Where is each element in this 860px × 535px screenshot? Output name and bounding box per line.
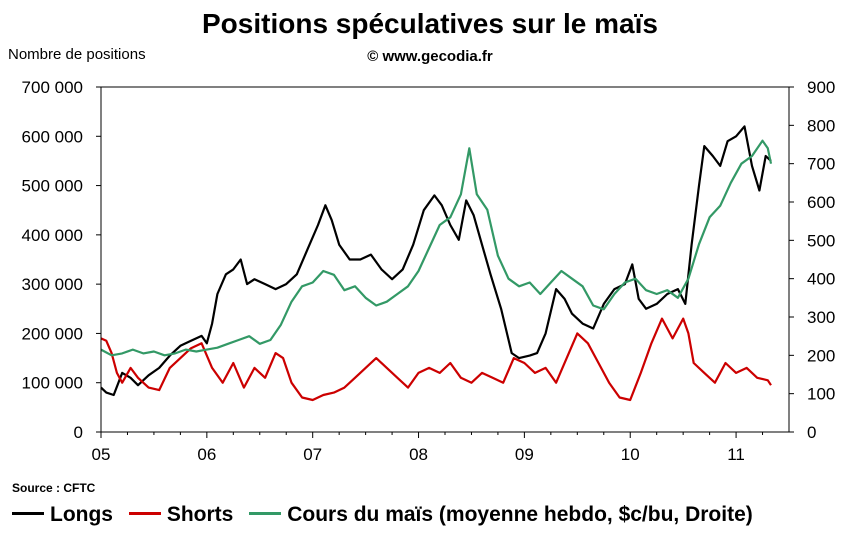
left-tick-label: 400 000 <box>22 226 83 245</box>
legend-label-price: Cours du maïs (moyenne hebdo, $c/bu, Dro… <box>287 503 753 526</box>
right-tick-label: 600 <box>807 193 835 212</box>
legend-item-shorts: Shorts <box>128 503 234 527</box>
legend-label-longs: Longs <box>50 503 113 526</box>
left-axis: 0 100 000 200 000 300 000 400 000 500 000 600 … <box>22 78 101 442</box>
x-tick-label: 05 <box>92 445 111 464</box>
source-note: Source : CFTC <box>12 481 96 495</box>
right-axis: 0 100 200 300 400 500 600 700 800 900 <box>789 78 835 442</box>
legend: Longs Shorts Cours du maïs (moyenne hebd… <box>12 503 763 529</box>
left-tick-label: 500 000 <box>22 177 83 196</box>
chart-subtitle: © www.gecodia.fr <box>367 48 493 65</box>
legend-item-longs: Longs <box>12 503 113 527</box>
right-tick-label: 200 <box>807 346 835 365</box>
right-tick-label: 900 <box>807 78 835 97</box>
series-line-longs <box>100 125 772 397</box>
line-chart: 0 100 000 200 000 300 000 400 000 500 000 600 … <box>22 78 836 464</box>
left-tick-label: 700 000 <box>22 78 83 97</box>
left-axis-label: Nombre de positions <box>8 46 146 63</box>
right-tick-label: 100 <box>807 385 835 404</box>
plot-frame <box>100 86 790 433</box>
right-tick-label: 500 <box>807 231 835 250</box>
legend-swatch-longs <box>12 511 44 515</box>
series-line-corn-price <box>100 139 773 357</box>
right-tick-label: 800 <box>807 116 835 135</box>
x-tick-label: 11 <box>727 445 745 464</box>
left-tick-label: 100 000 <box>22 374 83 393</box>
left-tick-label: 200 000 <box>22 324 83 343</box>
legend-item-price: Cours du maïs (moyenne hebdo, $c/bu, Dro… <box>249 503 753 527</box>
x-tick-label: 06 <box>197 445 216 464</box>
left-tick-label: 600 000 <box>22 127 83 146</box>
series-layer <box>100 125 773 402</box>
right-tick-label: 300 <box>807 308 835 327</box>
series-line-shorts <box>100 317 772 402</box>
right-tick-label: 700 <box>807 155 835 174</box>
left-tick-label: 0 <box>74 423 83 442</box>
right-tick-label: 0 <box>807 423 816 442</box>
left-tick-label: 300 000 <box>22 275 83 294</box>
x-tick-label: 09 <box>515 445 534 464</box>
right-tick-label: 400 <box>807 270 835 289</box>
legend-label-shorts: Shorts <box>166 503 234 526</box>
legend-swatch-price <box>249 511 282 515</box>
x-tick-label: 07 <box>303 445 322 464</box>
chart-title: Positions spéculatives sur le maïs <box>202 8 658 39</box>
x-tick-label: 10 <box>621 445 640 464</box>
x-tick-label: 08 <box>409 445 428 464</box>
x-axis: 05 06 07 08 09 10 11 <box>92 432 764 464</box>
legend-swatch-shorts <box>128 511 161 515</box>
